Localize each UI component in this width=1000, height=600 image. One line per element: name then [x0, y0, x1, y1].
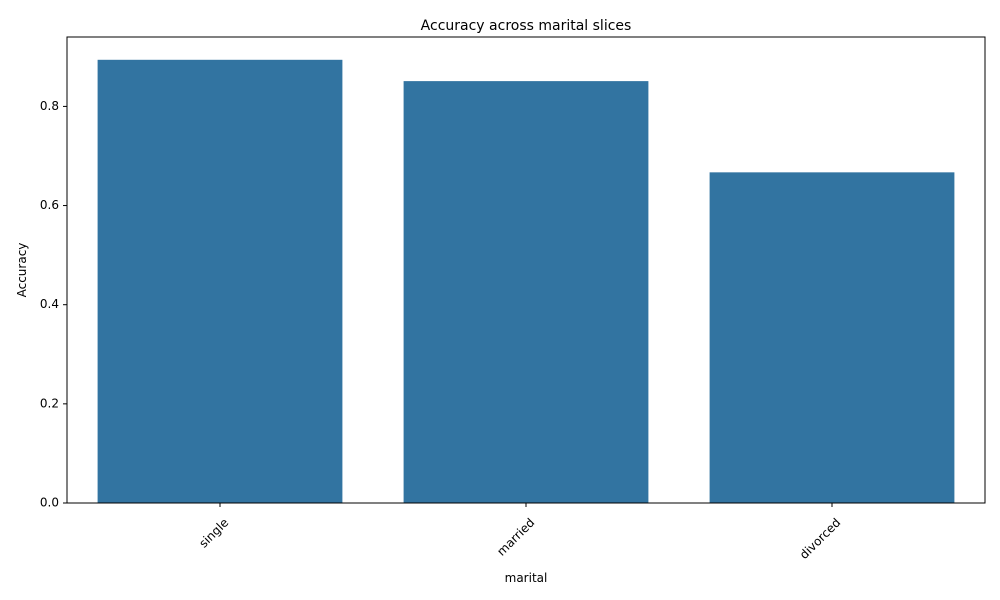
y-tick-label: 0.8 — [40, 99, 59, 113]
x-tick-label: single — [196, 515, 231, 550]
bars-group — [97, 59, 955, 504]
y-ticks: 0.0 0.2 0.4 0.6 0.8 — [40, 99, 67, 510]
y-tick-label: 0.0 — [40, 496, 59, 510]
axes-frame — [66, 36, 986, 504]
x-tick-label: married — [494, 515, 537, 558]
x-axis-label: marital — [505, 571, 548, 585]
x-tick-label: divorced — [797, 515, 843, 561]
chart-title: Accuracy across marital slices — [421, 18, 632, 34]
bar-divorced — [709, 172, 955, 503]
y-tick-label: 0.4 — [40, 297, 59, 311]
y-axis-label: Accuracy — [15, 243, 29, 298]
bar-single — [97, 59, 343, 504]
y-tick-label: 0.6 — [40, 198, 59, 212]
bar-married — [403, 81, 649, 504]
y-tick-label: 0.2 — [40, 396, 59, 410]
x-ticks: single married divorced — [196, 503, 843, 562]
